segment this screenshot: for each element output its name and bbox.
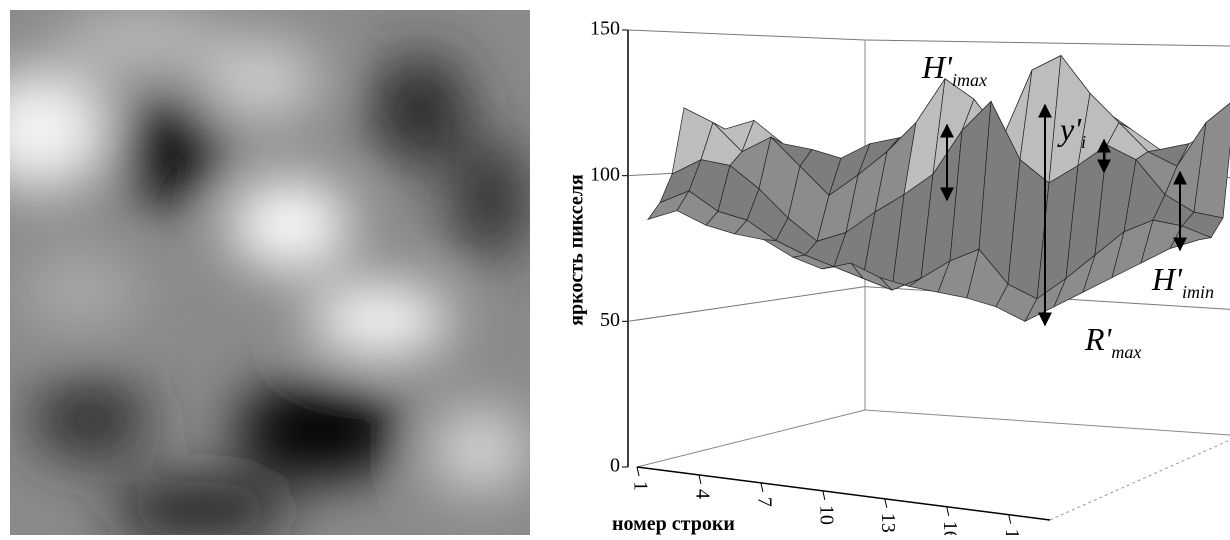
tick-mark [698,474,702,485]
tick-mark [884,498,888,508]
floor-edge [636,409,866,468]
tick-mark [760,482,764,493]
annotation-main: H' [1151,261,1183,297]
annotation-main: R' [1084,321,1113,357]
tick-mark [636,466,640,477]
x-axis-label: номер строки [612,513,735,535]
x-tick-label: 13 [877,513,899,533]
annotation-main: H' [921,49,953,85]
tick-mark [822,490,826,500]
floor-edge [864,409,1230,436]
x-tick-label: 7 [753,497,775,507]
grid-line [864,39,1230,47]
annotation: y'i [1057,111,1086,152]
x-tick-label: 10 [815,505,837,525]
x-tick-label: 19 [1001,529,1023,535]
grid-line [627,29,866,41]
tick-mark [946,506,950,516]
annotation-sub: i [1081,132,1086,152]
annotation-main: y' [1057,111,1082,147]
x-tick-label: 1 [629,481,651,491]
z-tick-label: 150 [590,18,620,40]
surface-chart: яркость пикселя номер строки 0 50 100 150 1 4… [566,18,1230,540]
grid-line [627,286,866,322]
x-tick-label: 4 [691,489,713,499]
tick-mark [1008,514,1012,524]
surface [647,54,1230,323]
z-tick-label: 100 [590,163,620,185]
x-axis [636,466,1051,521]
annotation-sub: imin [1182,282,1214,302]
annotation-sub: max [1111,342,1141,362]
annotation: R'max [1084,321,1141,362]
x-tick-label: 16 [939,521,961,535]
depth-axis [1049,439,1230,521]
z-tick-label: 50 [600,309,620,331]
annotation-sub: imax [952,70,987,90]
z-tick-label: 0 [610,455,620,477]
annotation: H'imax [921,49,987,90]
y-axis-label: яркость пикселя [566,174,588,326]
annotation: H'imin [1151,261,1214,302]
grayscale-image [10,10,530,535]
